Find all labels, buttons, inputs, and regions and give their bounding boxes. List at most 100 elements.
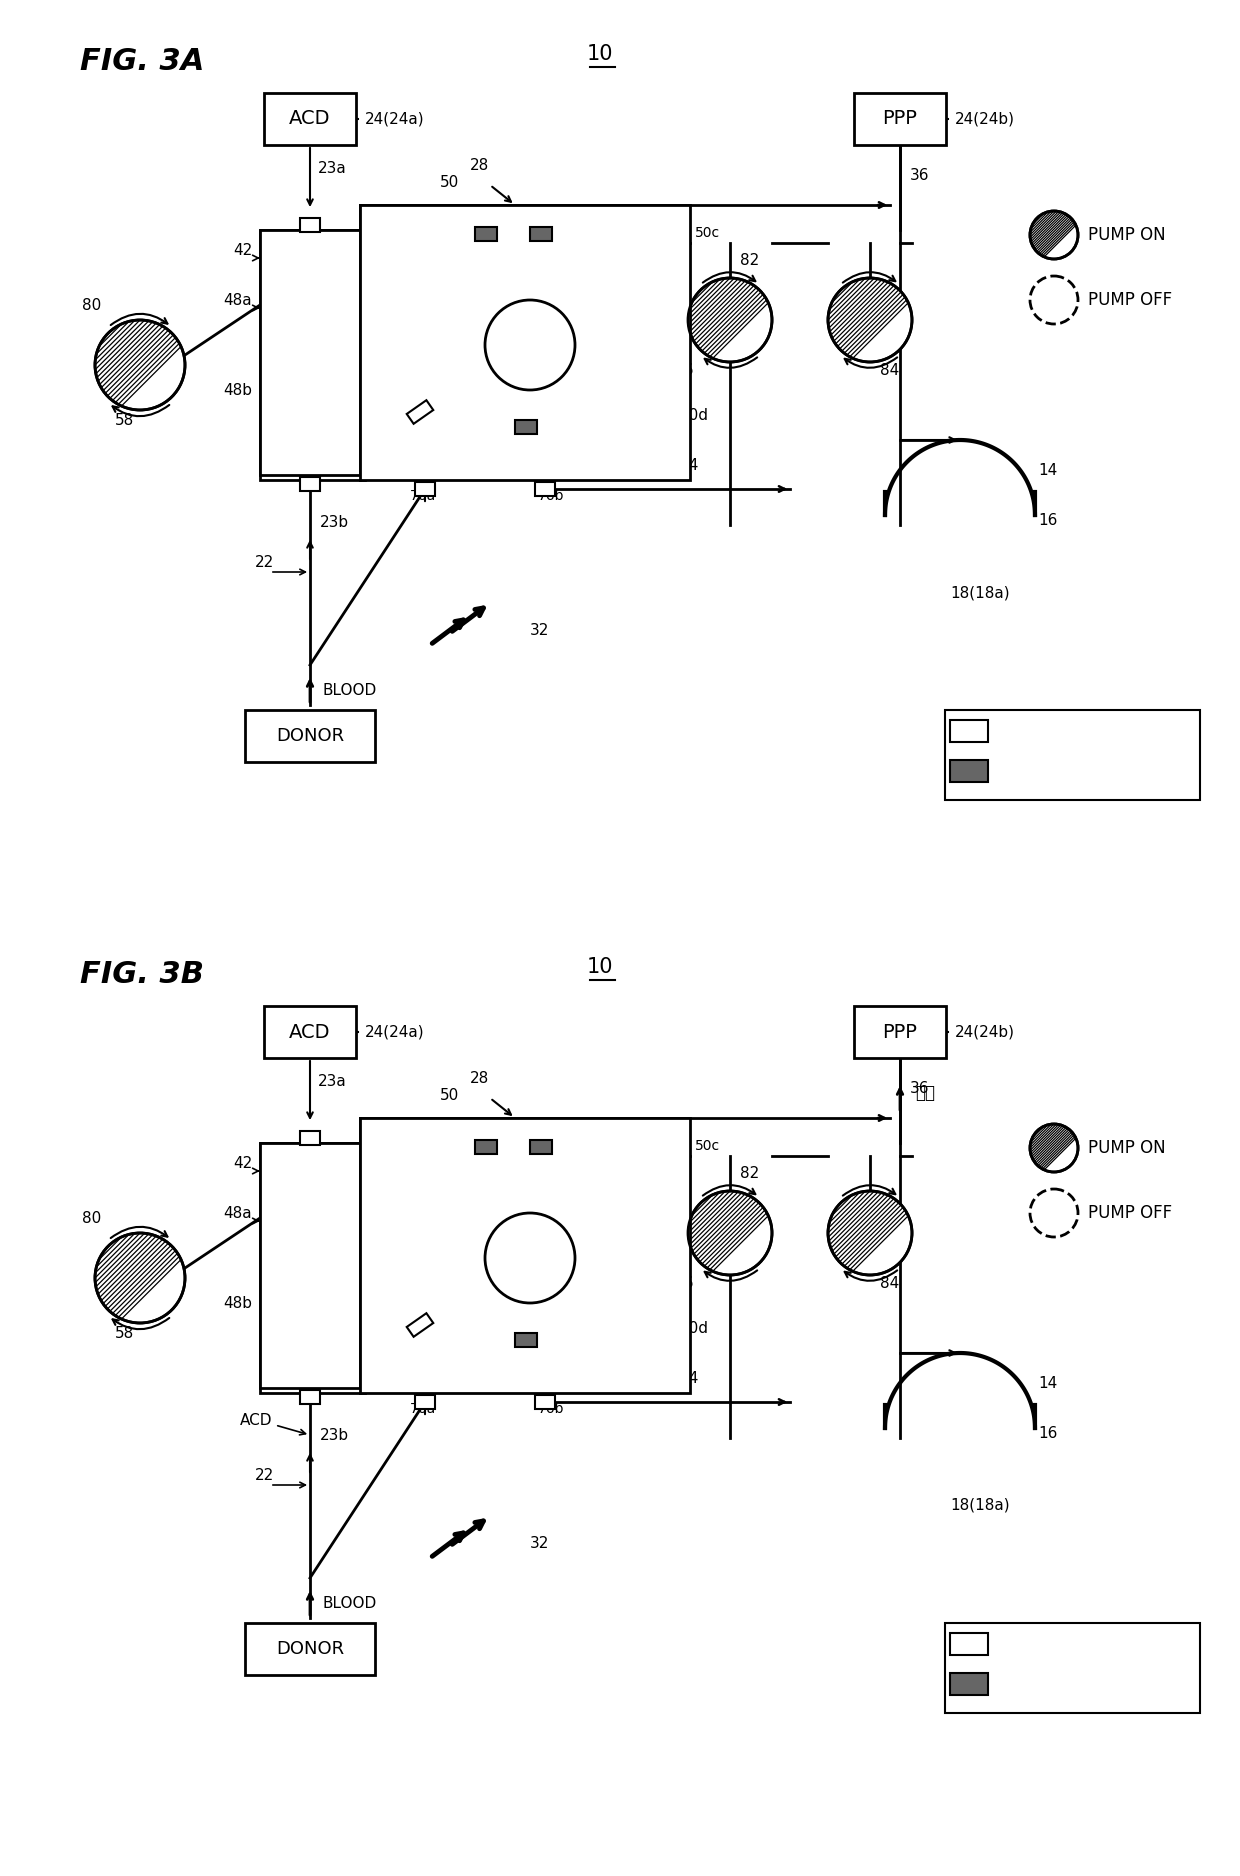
Text: 48: 48 [316,1216,335,1231]
Circle shape [1030,276,1078,325]
Bar [264,1006,356,1058]
Text: 血漿: 血漿 [915,1084,935,1101]
Circle shape [485,1214,575,1304]
Text: 42: 42 [233,244,252,259]
Bar [260,231,360,475]
Text: FIG. 3B: FIG. 3B [81,961,205,989]
Text: 22: 22 [255,555,274,570]
Bar [300,218,320,233]
Text: PPP: PPP [883,109,918,128]
Circle shape [1030,1124,1078,1172]
Text: PUMP ON: PUMP ON [1087,1139,1166,1157]
Text: 76a: 76a [410,490,436,503]
Circle shape [485,300,575,390]
Text: 78: 78 [330,289,348,304]
Text: PUMP OFF: PUMP OFF [1087,1204,1172,1221]
Bar [945,709,1200,799]
Text: 23a: 23a [317,161,347,176]
Circle shape [95,1233,185,1323]
Text: 18(18a): 18(18a) [950,1499,1009,1514]
Text: PUMP ON: PUMP ON [1087,225,1166,244]
Text: 58: 58 [115,413,134,428]
Circle shape [828,1191,911,1276]
Text: 48: 48 [316,304,335,319]
Text: 50a: 50a [374,385,401,398]
Bar [260,231,365,480]
Text: PUMP OFF: PUMP OFF [1087,291,1172,310]
Text: DONOR: DONOR [277,728,343,745]
Text: 14: 14 [1038,1375,1058,1390]
Text: 68a: 68a [379,1323,407,1336]
Text: 68a: 68a [379,409,407,422]
Circle shape [688,1191,773,1276]
Bar [360,1118,689,1394]
Text: ACD: ACD [241,1413,273,1428]
Text: 10: 10 [587,43,614,64]
Text: 50d: 50d [680,1321,709,1336]
Text: 32: 32 [529,1536,549,1551]
Text: 23b: 23b [320,516,350,531]
Bar [950,760,988,782]
Bar [260,1142,360,1388]
Text: 84: 84 [880,362,899,377]
Bar [529,1141,552,1154]
Text: BLOOD: BLOOD [322,1596,376,1611]
Text: 24(24a): 24(24a) [365,111,424,126]
Bar [415,1396,435,1409]
Text: 36: 36 [910,169,930,184]
Text: 68b: 68b [505,428,532,441]
Text: 76c: 76c [534,1116,560,1131]
Text: 48a: 48a [223,1206,252,1221]
Bar [260,1142,365,1394]
Bar [246,709,374,762]
Text: 66: 66 [675,1276,694,1291]
Text: 23b: 23b [320,1428,350,1443]
Text: 82: 82 [740,1167,759,1182]
Text: 48b: 48b [223,1296,252,1311]
Text: 50c: 50c [694,225,720,240]
Text: BLOOD: BLOOD [322,683,376,698]
Circle shape [828,278,911,362]
Text: 50c: 50c [694,1139,720,1154]
Text: 84: 84 [880,1276,899,1291]
Circle shape [688,278,773,362]
Text: 16: 16 [1038,1426,1058,1441]
Bar [854,1006,946,1058]
Bar [264,94,356,144]
Text: 50: 50 [440,174,459,189]
Text: 34: 34 [680,458,699,473]
Text: CLAMP CLOSED: CLAMP CLOSED [998,1675,1127,1692]
Bar [854,94,946,144]
Text: 62: 62 [440,283,458,298]
Text: 28: 28 [470,1071,490,1086]
Polygon shape [407,1313,433,1338]
Text: 50b: 50b [572,1236,599,1251]
Text: 80: 80 [82,298,102,313]
Text: CLAMP OPEN: CLAMP OPEN [998,1636,1106,1653]
Text: 50: 50 [440,1088,459,1103]
Bar [415,482,435,495]
Circle shape [402,1231,458,1287]
Bar [529,227,552,240]
Text: 68c: 68c [446,210,472,225]
Bar [360,204,689,480]
Bar [300,1131,320,1144]
Text: 76b: 76b [538,1401,564,1416]
Bar [950,1673,988,1696]
Text: 24(24a): 24(24a) [365,1024,424,1039]
Bar [515,420,537,433]
Circle shape [402,317,458,373]
Text: 28: 28 [470,158,490,173]
Text: 64: 64 [445,250,463,263]
Circle shape [1030,210,1078,259]
Circle shape [1030,1189,1078,1236]
Text: 68b: 68b [505,1339,532,1354]
Polygon shape [407,400,433,424]
Bar [950,720,988,743]
Text: 76b: 76b [538,490,564,503]
Text: CLAMP CLOSED: CLAMP CLOSED [998,762,1127,780]
Text: CLAMP OPEN: CLAMP OPEN [998,722,1106,739]
Bar [475,227,497,240]
Text: 10: 10 [587,957,614,977]
Text: 58: 58 [115,1326,134,1341]
